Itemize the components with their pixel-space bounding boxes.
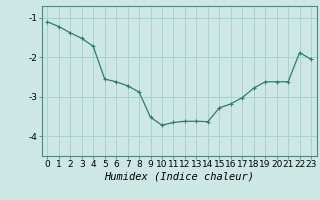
X-axis label: Humidex (Indice chaleur): Humidex (Indice chaleur) [104, 172, 254, 182]
